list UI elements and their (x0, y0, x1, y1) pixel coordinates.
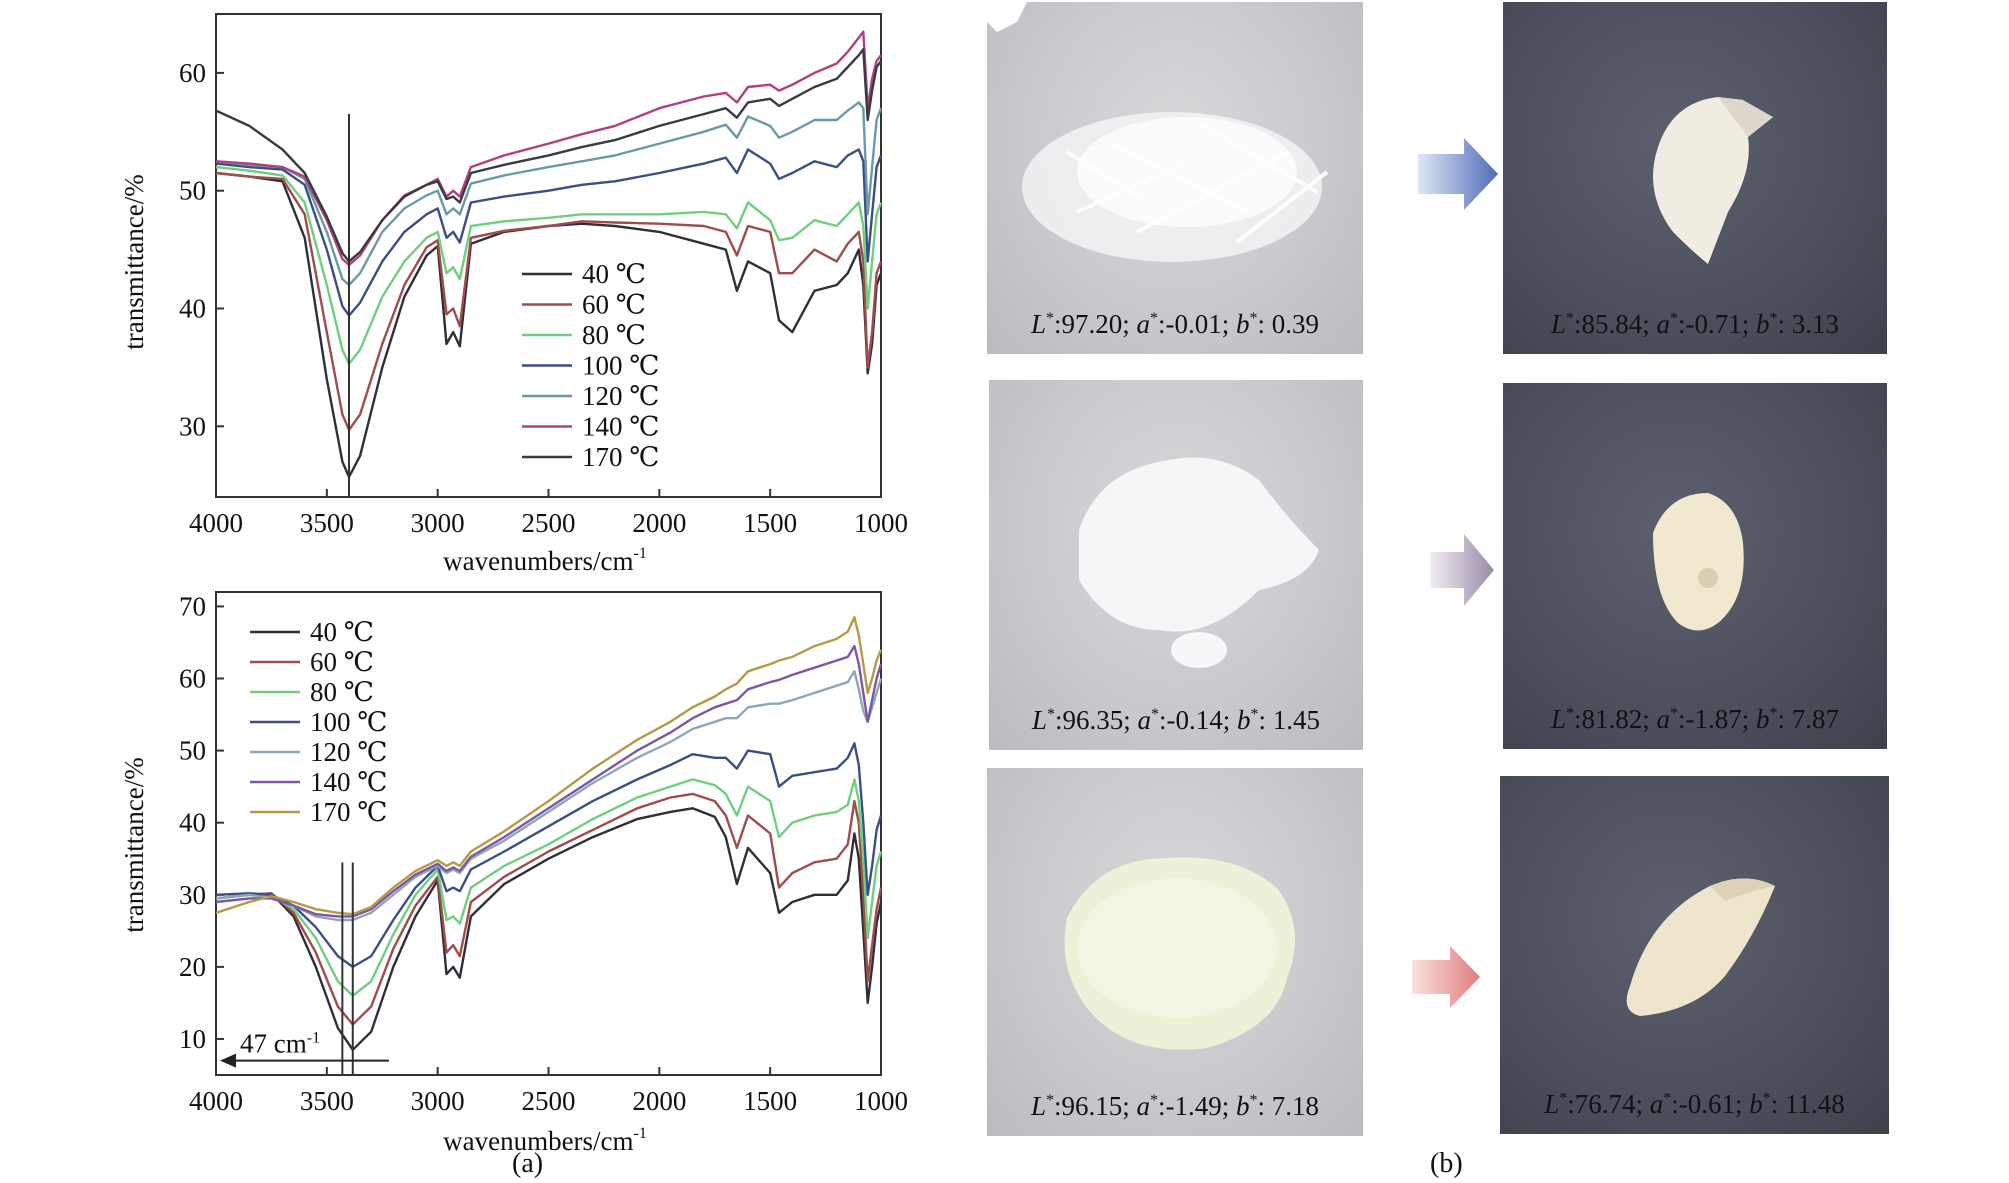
legend-label: 80 ℃ (310, 677, 374, 707)
y-tick-label: 60 (179, 664, 206, 694)
x-tick-label: 2000 (632, 508, 686, 538)
blue-arrow (1418, 138, 1498, 210)
x-axis-title: wavenumbers/cm-1 (443, 1125, 647, 1156)
film-shape-3 (1626, 878, 1775, 1016)
photo-label-3: L*:96.35; a*:-0.14; b*: 1.45 (1031, 705, 1321, 735)
legend-label: 140 ℃ (582, 412, 659, 442)
chart-panel-bottom: 4000 3500 3000 2500 2000 1500 1000 10 20 30 40 50 60… (119, 591, 908, 1156)
photo-film-1: L*:85.84; a*:-0.71; b*: 3.13 (1503, 2, 1887, 354)
y-tick-label: 40 (179, 808, 206, 838)
caption-b: (b) (1430, 1148, 1463, 1179)
y-tick-label: 70 (179, 591, 206, 621)
x-tick-label: 1500 (743, 508, 797, 538)
annotation-text-sup: -1 (307, 1030, 320, 1047)
photo-film-2: L*:81.82; a*:-1.87; b*: 7.87 (1503, 383, 1887, 749)
y-tick-label: 30 (179, 411, 206, 441)
x-tick-label: 1500 (743, 1086, 797, 1116)
series-line (215, 148, 883, 317)
photo-label-2: L*:85.84; a*:-0.71; b*: 3.13 (1550, 309, 1840, 339)
x-tick-label: 4000 (189, 1086, 243, 1116)
legend-label: 120 ℃ (582, 381, 659, 411)
photo-label-6: L*:76.74; a*:-0.61; b*: 11.48 (1544, 1089, 1845, 1119)
purple-arrow (1430, 534, 1494, 606)
legend-label: 120 ℃ (310, 737, 387, 767)
photo-label-5: L*:96.15; a*:-1.49; b*: 7.18 (1030, 1091, 1320, 1121)
photo-label-4: L*:81.82; a*:-1.87; b*: 7.87 (1550, 704, 1840, 734)
film-shape-2 (1653, 493, 1744, 631)
chart-panel-top: 4000 3500 3000 2500 2000 1500 1000 30 40 50 60 wave… (119, 13, 908, 576)
powder-fine-2 (1079, 457, 1319, 668)
legend-label: 100 ℃ (582, 351, 659, 381)
legend-label: 170 ℃ (310, 797, 387, 827)
series-line (215, 778, 883, 997)
film-shape-1 (1653, 97, 1773, 264)
x-tick-label: 3500 (300, 508, 354, 538)
series-line (215, 644, 883, 918)
x-tick-label: 1000 (854, 1086, 908, 1116)
series-line (215, 616, 883, 916)
x-axis-title: wavenumbers/cm-1 (443, 545, 647, 576)
legend-label: 40 ℃ (310, 617, 374, 647)
series-line (215, 807, 883, 1052)
x-tick-label: 1000 (854, 508, 908, 538)
series-line (215, 30, 882, 267)
legend-label: 100 ℃ (310, 707, 387, 737)
photo-label-1: L*:97.20; a*:-0.01; b*: 0.39 (1030, 309, 1320, 339)
legend-label: 60 ℃ (310, 647, 374, 677)
annotation-arrowhead (220, 1053, 236, 1068)
x-axis-title-sup: -1 (634, 1125, 647, 1142)
legend-label: 80 ℃ (582, 320, 646, 350)
y-tick-label: 30 (179, 880, 206, 910)
x-tick-label: 3500 (300, 1086, 354, 1116)
powder-fibers-1 (987, 2, 1329, 262)
photo-powder-1: L*:97.20; a*:-0.01; b*: 0.39 (987, 2, 1363, 354)
y-tick-label: 40 (179, 294, 206, 324)
caption-a: (a) (512, 1148, 544, 1179)
y-axis-title: transmittance/% (119, 174, 149, 349)
photo-film-3: L*:76.74; a*:-0.61; b*: 11.48 (1500, 776, 1889, 1134)
legend-label: 170 ℃ (582, 442, 659, 472)
x-tick-label: 3000 (411, 508, 465, 538)
x-tick-label: 2500 (522, 1086, 576, 1116)
x-tick-label: 4000 (189, 508, 243, 538)
legend-label: 140 ℃ (310, 767, 387, 797)
red-arrow (1412, 946, 1480, 1008)
y-tick-label: 50 (179, 736, 206, 766)
annotation-text: 47 cm-1 (240, 1029, 320, 1059)
photo-powder-2: L*:96.35; a*:-0.14; b*: 1.45 (989, 380, 1363, 750)
series-line (215, 48, 882, 263)
series-line (215, 670, 883, 922)
x-tick-label: 2500 (522, 508, 576, 538)
y-tick-label: 10 (179, 1024, 206, 1054)
series-line (215, 742, 883, 969)
legend-label: 60 ℃ (582, 290, 646, 320)
x-axis-title-sup: -1 (634, 545, 647, 562)
y-tick-label: 60 (179, 58, 206, 88)
plot-frame (215, 13, 882, 498)
series-line (215, 792, 883, 1026)
x-tick-label: 2000 (632, 1086, 686, 1116)
photo-powder-3: L*:96.15; a*:-1.49; b*: 7.18 (987, 768, 1363, 1136)
powder-flakes-3 (1064, 857, 1295, 1050)
y-tick-label: 20 (179, 952, 206, 982)
y-tick-label: 50 (179, 176, 206, 206)
legend-label: 40 ℃ (582, 259, 646, 289)
y-axis-title: transmittance/% (119, 757, 149, 932)
x-tick-label: 3000 (411, 1086, 465, 1116)
